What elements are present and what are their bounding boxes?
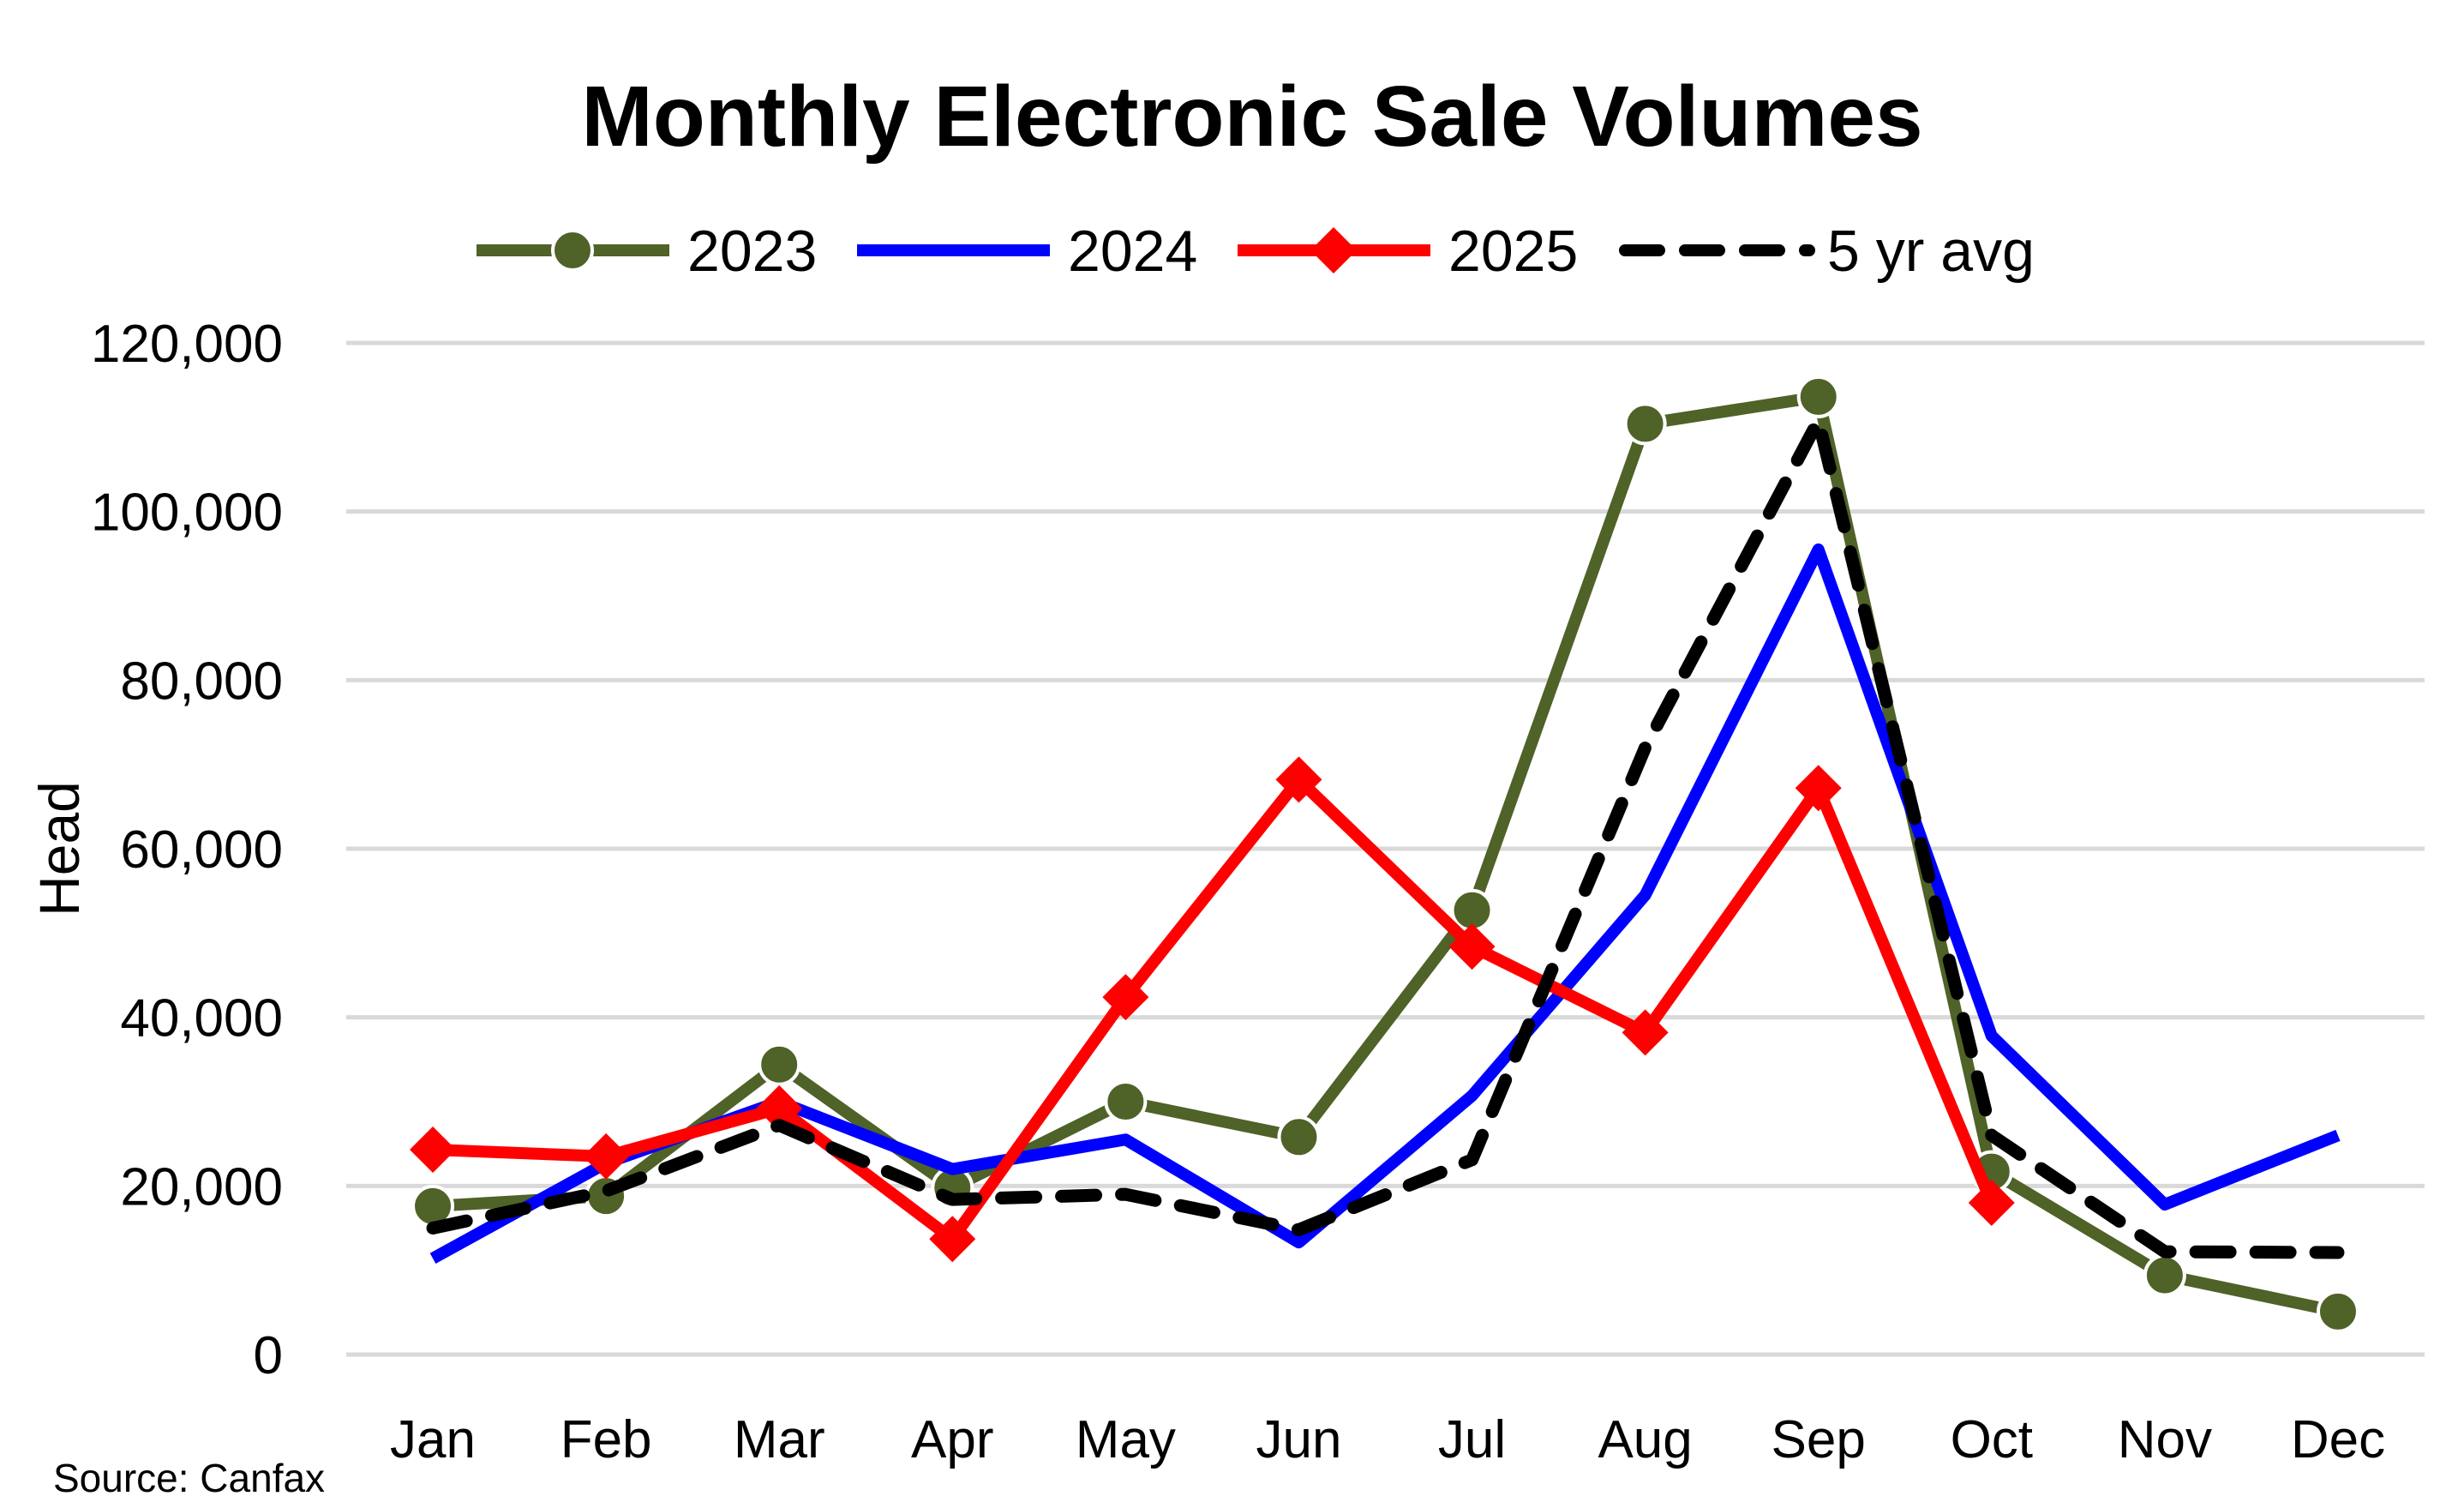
x-tick-label: May — [1076, 1410, 1176, 1469]
data-point — [758, 1042, 801, 1086]
data-point — [929, 1216, 976, 1263]
data-point — [583, 1133, 630, 1180]
series-line — [426, 413, 2345, 1259]
source-note: Source: Canfax — [53, 1456, 325, 1496]
x-tick-label: Aug — [1598, 1410, 1692, 1469]
series-line — [432, 390, 2340, 1318]
y-tick-label: 100,000 — [91, 484, 283, 543]
y-tick-label: 120,000 — [91, 315, 283, 374]
series-2023 — [411, 375, 2359, 1333]
y-tick-label: 80,000 — [120, 652, 283, 711]
data-point — [1795, 765, 1842, 812]
series-line — [432, 773, 1998, 1246]
data-point — [410, 1127, 457, 1174]
legend-item: 2023 — [477, 219, 817, 284]
legend-item: 2024 — [857, 219, 1197, 284]
data-point — [1275, 756, 1322, 803]
data-point — [1623, 402, 1667, 446]
legend-label: 5 yr avg — [1827, 219, 2035, 284]
y-tick-label: 0 — [254, 1326, 283, 1385]
legend-label: 2023 — [687, 219, 817, 284]
data-point — [2316, 1289, 2359, 1333]
data-point — [1796, 375, 1840, 418]
legend-marker — [551, 229, 594, 272]
legend: 2023 2024 2025 5 yr avg — [477, 219, 2035, 284]
legend-label: 2024 — [1068, 219, 1197, 284]
x-tick-label: Dec — [2291, 1410, 2385, 1469]
data-point — [1102, 974, 1149, 1021]
data-point — [1622, 1009, 1669, 1056]
x-tick-label: Oct — [1951, 1410, 2033, 1469]
y-axis-ticks: 0 20,000 40,000 60,000 80,000 100,000 120,000 — [91, 315, 283, 1385]
data-point — [1104, 1080, 1148, 1123]
x-tick-label: Apr — [911, 1410, 993, 1469]
y-tick-label: 60,000 — [120, 820, 283, 880]
x-tick-label: Feb — [561, 1410, 652, 1469]
x-tick-label: Jun — [1256, 1410, 1341, 1469]
x-tick-label: Nov — [2118, 1410, 2212, 1469]
series-2025 — [410, 756, 2015, 1263]
series-lines — [410, 375, 2359, 1333]
x-tick-label: Jan — [390, 1410, 476, 1469]
chart-title: Monthly Electronic Sale Volumes — [581, 69, 1922, 165]
data-point — [2143, 1253, 2186, 1297]
y-tick-label: 20,000 — [120, 1157, 283, 1217]
y-axis-label: Head — [27, 781, 91, 916]
x-axis-ticks: Jan Feb Mar Apr May Jun Jul Aug Sep Oct Nov Dec — [390, 1410, 2385, 1469]
legend-item: 5 yr avg — [1619, 219, 2035, 284]
series-5-yr-avg — [426, 413, 2345, 1259]
data-point — [1277, 1115, 1321, 1159]
x-tick-label: Jul — [1438, 1410, 1506, 1469]
x-tick-label: Mar — [734, 1410, 825, 1469]
x-tick-label: Sep — [1772, 1410, 1866, 1469]
legend-label: 2025 — [1448, 219, 1578, 284]
legend-marker — [1310, 227, 1357, 273]
data-point — [756, 1084, 803, 1132]
gridlines — [346, 340, 2425, 1357]
legend-item: 2025 — [1238, 219, 1578, 284]
data-point — [1968, 1180, 2015, 1226]
data-point — [1448, 923, 1496, 970]
y-tick-label: 40,000 — [120, 989, 283, 1048]
